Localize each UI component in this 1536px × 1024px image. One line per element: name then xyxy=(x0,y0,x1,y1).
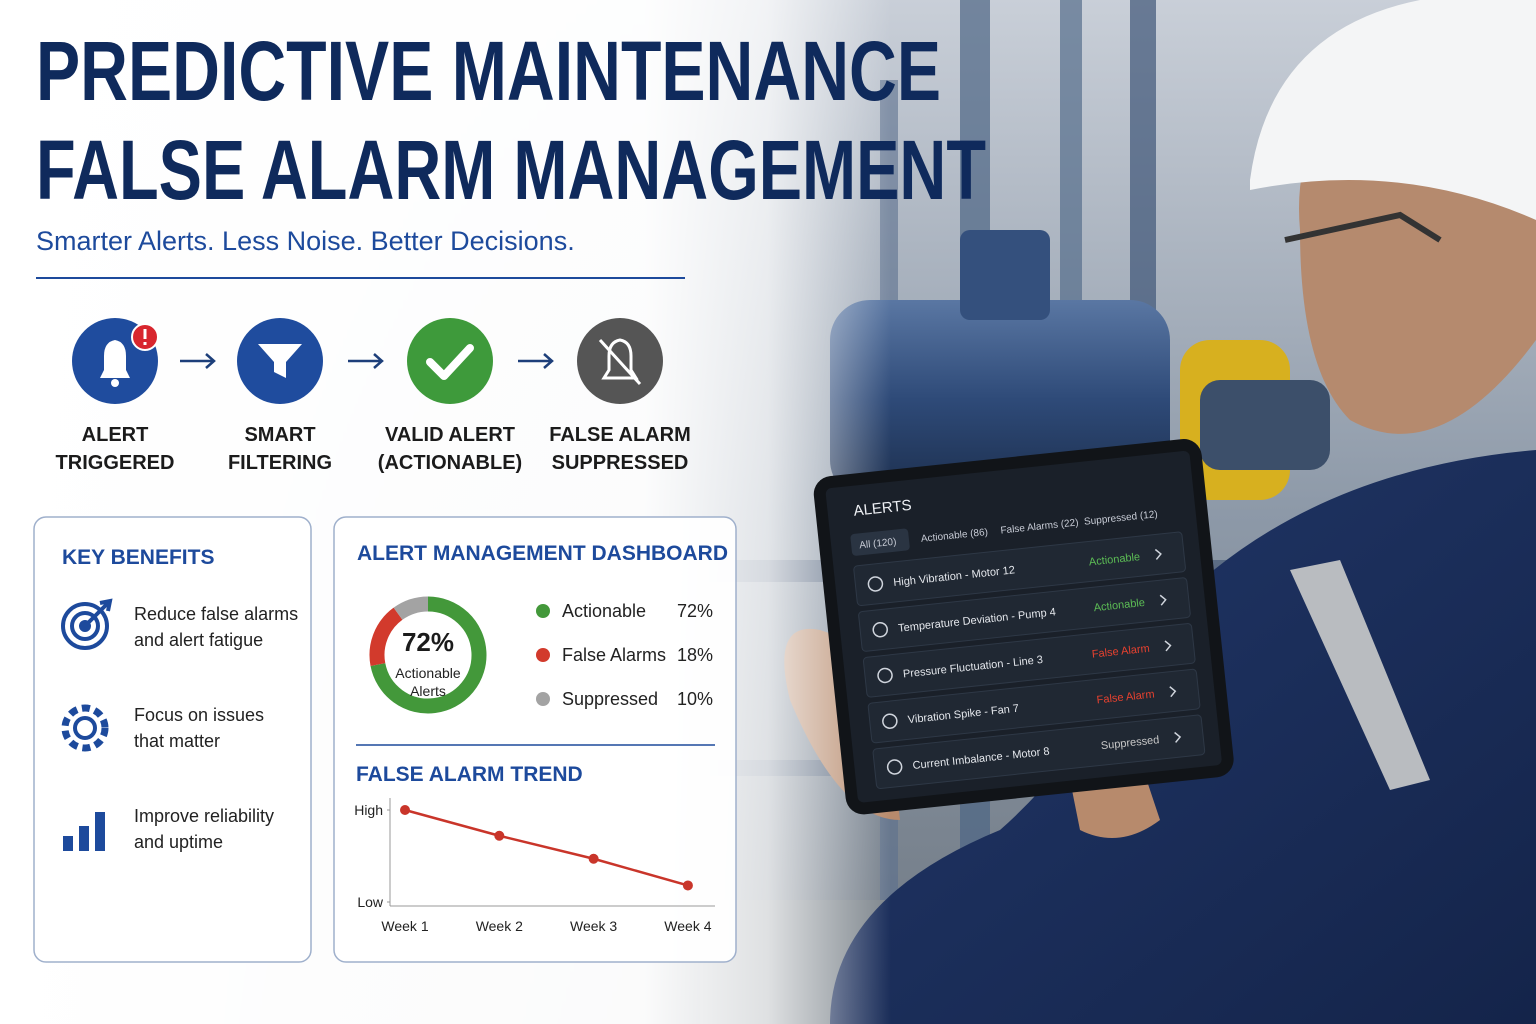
benefit-text: and alert fatigue xyxy=(134,630,263,650)
tab-active xyxy=(850,528,910,556)
chevron xyxy=(1164,640,1172,652)
value-label: 10% xyxy=(677,689,713,709)
donut-center-label: Alerts xyxy=(410,683,446,699)
trend-point xyxy=(494,830,505,841)
x-tick-label: Week 3 xyxy=(570,918,617,934)
alert-status: Actionable xyxy=(1088,551,1140,568)
alert-icon xyxy=(882,713,898,729)
y-tick-label: Low xyxy=(357,894,384,910)
benefits-list: Reduce false alarms and alert fatigue Focu… xyxy=(134,604,298,852)
dashboard-title: ALERT MANAGEMENT DASHBOARD xyxy=(357,542,728,565)
tablet: ALERTS All (120) Actionable (86) False Ala… xyxy=(813,439,1234,815)
step-label: FILTERING xyxy=(228,452,332,474)
legend-dot xyxy=(536,648,550,662)
alert-icon xyxy=(872,621,888,638)
alert-row xyxy=(853,531,1186,607)
y-tick-label: High xyxy=(354,802,383,818)
legend-label: Suppressed xyxy=(562,689,658,709)
chevron xyxy=(1154,548,1162,560)
alert-row xyxy=(858,577,1191,652)
benefit-text: Reduce false alarms xyxy=(134,604,298,624)
trend-line xyxy=(404,808,689,887)
subtitle: Smarter Alerts. Less Noise. Better Decis… xyxy=(36,226,575,256)
legend-dot xyxy=(536,692,550,706)
donut-segment xyxy=(369,607,403,666)
tablet-tab: All (120) xyxy=(859,537,897,552)
x-tick-label: Week 2 xyxy=(476,918,523,934)
legend-label: Actionable xyxy=(562,601,646,621)
trend-point xyxy=(588,853,599,864)
step-label: SMART xyxy=(244,424,315,446)
trend-point xyxy=(682,880,693,891)
title-line: FALSE ALARM MANAGEMENT xyxy=(36,123,986,217)
step-label: VALID ALERT xyxy=(385,424,515,446)
charts: Actionable 72% False Alarms 18% Suppressed 10… xyxy=(354,596,715,934)
trend-point xyxy=(400,805,410,815)
chart-title: FALSE ALARM TREND xyxy=(356,763,583,786)
step-label: SUPPRESSED xyxy=(552,452,689,474)
legend-dot xyxy=(536,604,550,618)
alert-row xyxy=(872,714,1206,790)
alert-row xyxy=(867,668,1201,744)
benefit-text: and uptime xyxy=(134,832,223,852)
alert-row xyxy=(862,623,1196,698)
step-label: FALSE ALARM xyxy=(549,424,690,446)
benefits-title: KEY BENEFITS xyxy=(62,546,214,569)
donut-center-value: 72% xyxy=(402,627,454,657)
step-circle xyxy=(407,318,493,404)
donut-segment xyxy=(393,596,429,621)
chevron xyxy=(1159,594,1167,606)
x-tick-label: Week 4 xyxy=(664,918,711,934)
legend-label: False Alarms xyxy=(562,645,666,665)
value-label: 72% xyxy=(677,601,713,621)
step-label: ALERT xyxy=(82,424,149,446)
benefit-icons xyxy=(61,598,113,851)
x-tick-label: Week 1 xyxy=(381,918,428,934)
step-label: TRIGGERED xyxy=(56,452,175,474)
benefit-text: Focus on issues xyxy=(134,705,264,725)
donut-center-label: Actionable xyxy=(395,665,461,681)
value-label: 18% xyxy=(677,645,713,665)
alert-icon xyxy=(886,759,903,775)
flow-icons xyxy=(100,323,642,387)
alert-icon xyxy=(867,576,884,592)
flow-arrows xyxy=(180,353,554,369)
donut-segment xyxy=(370,596,487,714)
alert-icon xyxy=(877,667,893,684)
alert-status: Actionable xyxy=(1093,597,1145,614)
step-label: (ACTIONABLE) xyxy=(378,452,522,474)
chevron xyxy=(1174,731,1182,743)
tablet-title: ALERTS xyxy=(853,497,913,520)
dashboard-panel xyxy=(333,516,737,963)
benefit-text: Improve reliability xyxy=(134,806,274,826)
title-line: PREDICTIVE MAINTENANCE xyxy=(36,24,941,118)
benefit-text: that matter xyxy=(134,731,220,751)
chevron xyxy=(1169,686,1177,698)
